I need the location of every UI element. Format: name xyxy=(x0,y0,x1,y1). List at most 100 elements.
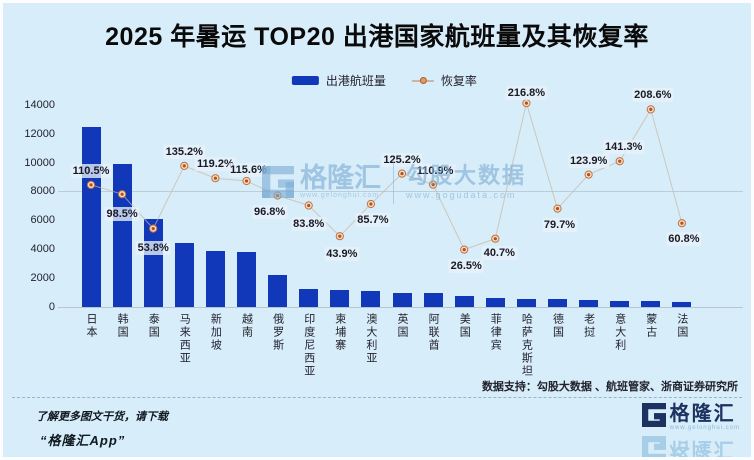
country-label: 新加坡 xyxy=(209,313,222,352)
legend-recovery-label: 恢复率 xyxy=(440,74,477,88)
country-label: 韩国 xyxy=(116,313,129,339)
recovery-label: 115.6% xyxy=(228,163,269,177)
recovery-dot xyxy=(584,170,593,179)
recovery-dot xyxy=(429,180,438,189)
legend-item-flights: 出港航班量 xyxy=(291,72,386,89)
bar-swatch-icon xyxy=(291,76,319,85)
country-label: 马来西亚 xyxy=(178,313,191,365)
legend-item-recovery: 恢复率 xyxy=(411,72,477,89)
y-tick-label: 0 xyxy=(48,301,55,313)
flight-bar xyxy=(641,300,661,307)
country-label: 菲律宾 xyxy=(489,313,502,352)
recovery-dot xyxy=(242,176,251,186)
recovery-dot xyxy=(335,232,344,241)
flight-bar xyxy=(579,299,599,307)
promo-text: 了解更多图文干货，请下载 “格隆汇App” xyxy=(36,408,168,449)
y-tick-label: 14000 xyxy=(24,98,55,111)
recovery-label: 53.8% xyxy=(135,240,171,255)
y-tick-label: 2000 xyxy=(30,272,55,285)
page-title: 2025 年暑运 TOP20 出港国家航班量及其恢复率 xyxy=(105,23,649,51)
recovery-dot xyxy=(304,201,313,210)
flight-bar xyxy=(205,250,225,307)
country-label: 越南 xyxy=(240,313,253,339)
flight-bar xyxy=(516,298,536,307)
country-label: 阿联酋 xyxy=(427,313,440,352)
recovery-dot xyxy=(397,169,407,178)
recovery-label: 83.8% xyxy=(291,216,327,231)
country-label: 柬埔寨 xyxy=(333,313,346,352)
gridline-8000 xyxy=(58,191,743,193)
flight-bar xyxy=(454,295,474,307)
recovery-dot xyxy=(460,245,469,254)
gelonghui-logo-icon xyxy=(641,436,666,460)
flight-bar xyxy=(361,291,381,307)
recovery-label: 79.7% xyxy=(541,217,578,232)
footer-logo-url: www.gelonghui.com xyxy=(669,425,740,431)
recovery-label: 60.8% xyxy=(666,232,702,247)
country-label: 印度尼西亚 xyxy=(302,313,315,378)
recovery-label: 26.5% xyxy=(448,258,484,273)
footer-logo-main: 格隆汇 www.gelonghui.com xyxy=(641,403,740,431)
country-label: 法国 xyxy=(675,313,688,339)
footer-logo: 格隆汇 www.gelonghui.com 格隆汇 www.gelonghui.… xyxy=(641,403,740,460)
recovery-dot xyxy=(180,161,189,170)
watermark: 格隆汇 www.gelonghui.com 勾股大数据 www.gogudata… xyxy=(262,160,526,204)
watermark-brand-url: www.gelonghui.com xyxy=(300,192,380,199)
flight-bar xyxy=(672,301,692,307)
flight-bar xyxy=(423,292,443,307)
flight-bar xyxy=(174,243,194,307)
flight-bar xyxy=(268,274,288,307)
recovery-label: 110.5% xyxy=(70,163,112,178)
country-label: 俄罗斯 xyxy=(271,313,284,352)
footer-logo-reflection: 格隆汇 www.gelonghui.com xyxy=(641,432,740,460)
recovery-dot xyxy=(553,204,562,213)
country-label: 泰国 xyxy=(147,313,160,339)
recovery-line xyxy=(90,101,683,251)
recovery-label: 141.3% xyxy=(603,140,645,155)
legend-flights-label: 出港航班量 xyxy=(325,74,386,88)
watermark-brand-text: 格隆汇 xyxy=(300,163,381,193)
y-tick-label: 4000 xyxy=(30,243,55,256)
country-label: 英国 xyxy=(396,313,408,339)
chart-legend: 出港航班量 恢复率 xyxy=(291,72,477,89)
flight-bar xyxy=(81,127,101,307)
recovery-dot xyxy=(211,174,220,183)
recovery-dot xyxy=(677,219,687,228)
gelonghui-logo-icon xyxy=(641,403,666,427)
country-label: 意大利 xyxy=(613,313,626,352)
recovery-label: 43.9% xyxy=(324,247,360,262)
recovery-label: 110.9% xyxy=(414,163,456,178)
flight-bar xyxy=(548,299,567,307)
footer-logo-text: 格隆汇 xyxy=(669,403,736,425)
flight-bar xyxy=(610,300,630,307)
country-label: 澳大利亚 xyxy=(364,313,377,365)
line-dot-swatch-icon xyxy=(411,76,434,84)
recovery-dot xyxy=(522,99,531,108)
flight-bar xyxy=(143,218,163,307)
promo-line1: 了解更多图文干货，请下载 xyxy=(36,411,168,423)
country-label: 美国 xyxy=(458,313,471,339)
flight-bar xyxy=(392,292,412,307)
data-support-note: 数据支持：勾股大数据 、航班管家、浙商证券研究所 xyxy=(481,381,738,393)
flight-bar xyxy=(330,290,350,307)
y-tick-label: 12000 xyxy=(24,127,55,140)
recovery-label: 123.9% xyxy=(567,153,610,168)
country-label: 蒙古 xyxy=(644,313,657,339)
watermark-divider xyxy=(393,160,394,204)
recovery-label: 208.6% xyxy=(632,88,674,103)
recovery-label: 98.5% xyxy=(104,207,140,222)
country-label: 老挝 xyxy=(582,313,595,339)
flight-bar xyxy=(299,288,319,307)
recovery-label: 96.8% xyxy=(251,204,288,219)
recovery-label: 85.7% xyxy=(355,213,391,227)
flight-bar xyxy=(485,297,505,307)
country-label: 日本 xyxy=(85,313,97,339)
footer-divider xyxy=(12,397,742,398)
country-label: 哈萨克斯坦 xyxy=(520,313,533,378)
promo-line2: “格隆汇App” xyxy=(40,433,126,448)
recovery-dot xyxy=(273,191,282,200)
recovery-label: 216.8% xyxy=(505,86,548,101)
country-label: 德国 xyxy=(551,313,564,339)
recovery-dot xyxy=(615,157,624,166)
